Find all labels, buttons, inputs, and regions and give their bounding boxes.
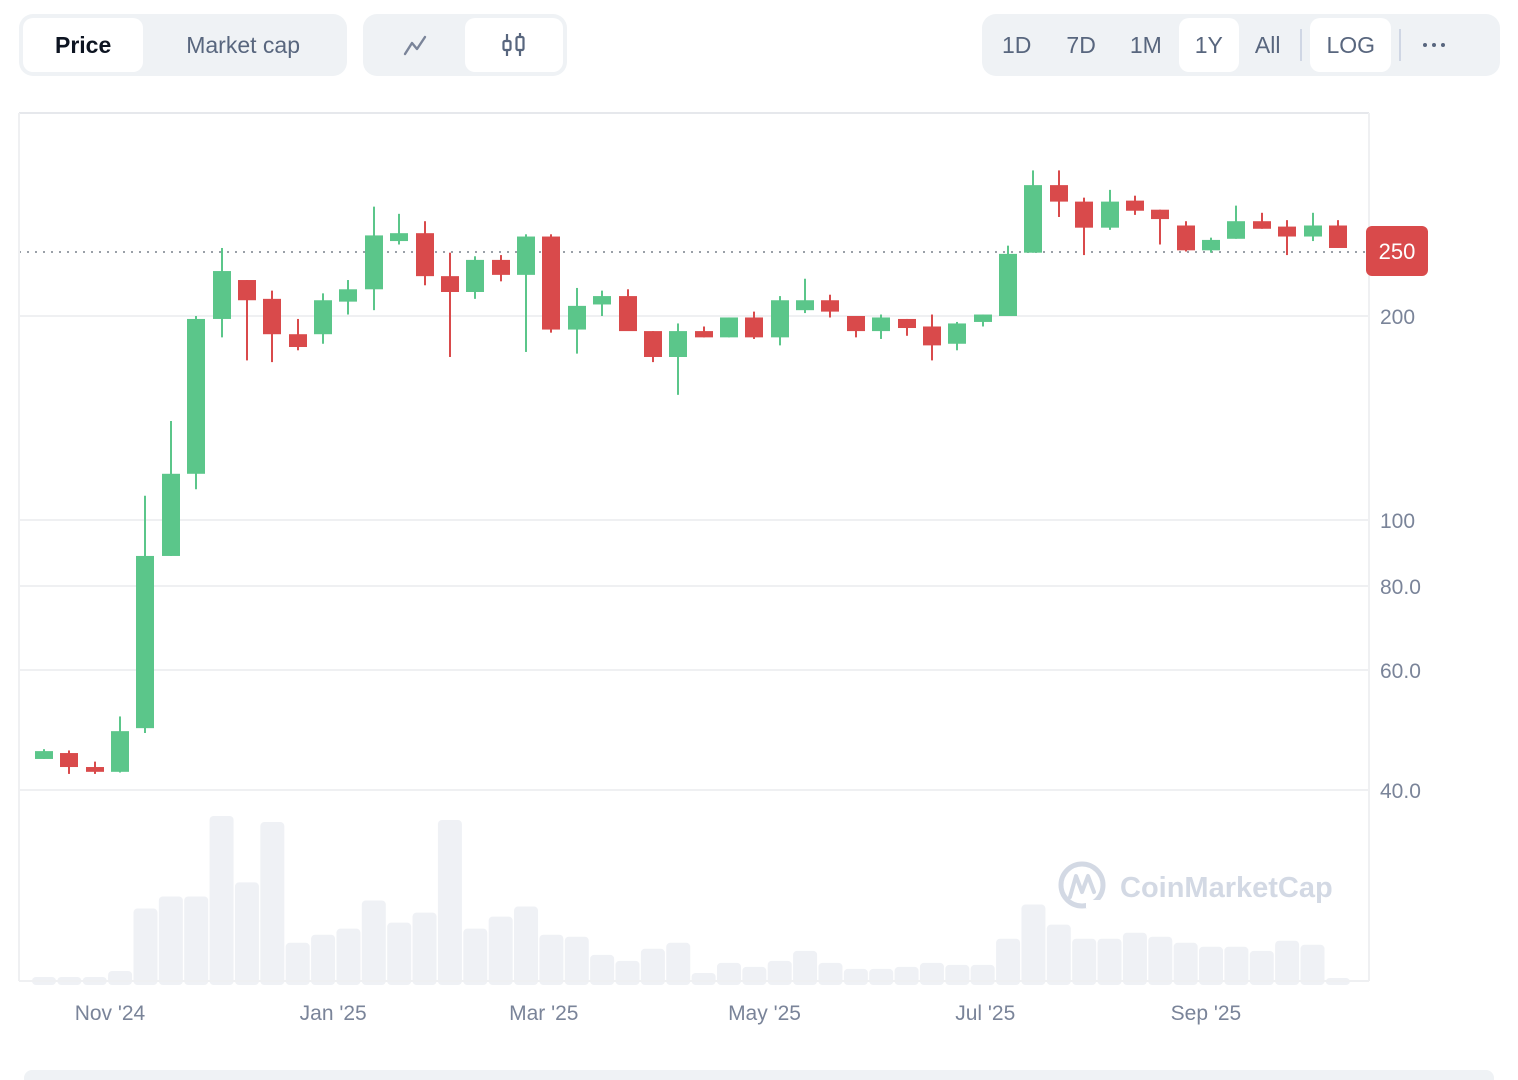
candle[interactable] [619, 296, 637, 332]
candle[interactable] [593, 296, 611, 305]
candle[interactable] [745, 317, 763, 338]
range-1d[interactable]: 1D [1002, 31, 1032, 58]
time-range-toggle: 1D 7D 1M 1Y All LOG [982, 14, 1500, 76]
candle[interactable] [720, 317, 738, 338]
candle[interactable] [644, 331, 662, 357]
more-horizontal-icon [1423, 43, 1428, 47]
log-scale-toggle[interactable]: LOG [1310, 18, 1392, 72]
current-price-badge: 250 [1366, 226, 1428, 276]
x-tick-label: Nov '24 [75, 1002, 146, 1025]
bottom-panel-edge [24, 1070, 1494, 1080]
price-type-toggle: Price Market cap [19, 14, 347, 76]
candle[interactable] [1050, 185, 1068, 202]
candlesticks [35, 170, 1347, 774]
x-tick-label: Sep '25 [1171, 1002, 1242, 1025]
divider [1399, 29, 1402, 61]
y-axis: 200 100 80.0 60.0 40.0 [1380, 306, 1421, 803]
chart-grid [19, 315, 1369, 791]
candle[interactable] [923, 326, 941, 346]
candle[interactable] [365, 235, 383, 290]
candle[interactable] [1278, 226, 1296, 237]
candle[interactable] [771, 300, 789, 338]
candlestick-icon [502, 33, 525, 56]
candle[interactable] [517, 236, 535, 275]
dot [1441, 43, 1446, 47]
x-tick-label: May '25 [728, 1002, 801, 1025]
range-1m[interactable]: 1M [1129, 31, 1162, 58]
candle[interactable] [999, 253, 1017, 316]
candle[interactable] [492, 259, 510, 275]
candle[interactable] [847, 316, 865, 332]
candle[interactable] [111, 731, 129, 772]
x-tick-label: Jul '25 [955, 1002, 1015, 1025]
current-price-label: 250 [1379, 239, 1416, 264]
tab-market-cap[interactable]: Market cap [186, 31, 300, 58]
candle[interactable] [542, 236, 560, 330]
candle[interactable] [1151, 209, 1169, 220]
candle[interactable] [1329, 225, 1347, 248]
candle[interactable] [238, 280, 256, 301]
candle[interactable] [1101, 201, 1119, 228]
candle[interactable] [1253, 221, 1271, 229]
divider [1300, 29, 1303, 61]
y-tick-label: 80.0 [1380, 576, 1421, 599]
candle[interactable] [35, 751, 53, 759]
candlestick-button[interactable] [465, 18, 563, 72]
dot [1432, 43, 1437, 47]
candle[interactable] [695, 331, 713, 338]
candle[interactable] [441, 276, 459, 292]
candle[interactable] [1024, 185, 1042, 253]
candle[interactable] [1075, 201, 1093, 228]
candle[interactable] [568, 305, 586, 330]
candle[interactable] [466, 259, 484, 292]
candle[interactable] [898, 318, 916, 329]
watermark: CoinMarketCap [1058, 861, 1333, 909]
candle[interactable] [136, 555, 154, 729]
candle[interactable] [872, 317, 890, 332]
x-tick-label: Jan '25 [300, 1002, 367, 1025]
y-tick-label: 60.0 [1380, 660, 1421, 683]
candle[interactable] [1177, 225, 1195, 251]
candle[interactable] [339, 289, 357, 302]
range-7d[interactable]: 7D [1066, 31, 1096, 58]
tab-price[interactable]: Price [23, 18, 144, 72]
y-tick-label: 40.0 [1380, 780, 1421, 803]
candle[interactable] [162, 473, 180, 556]
x-tick-label: Mar '25 [509, 1002, 578, 1025]
candle[interactable] [314, 300, 332, 335]
candle[interactable] [1202, 239, 1220, 251]
y-tick-label: 100 [1380, 510, 1415, 533]
candle[interactable] [948, 323, 966, 344]
candle[interactable] [796, 300, 814, 311]
range-1y[interactable]: 1Y [1178, 18, 1239, 72]
range-all[interactable]: All [1254, 31, 1281, 58]
candle[interactable] [289, 334, 307, 348]
candle[interactable] [821, 300, 839, 312]
watermark-text: CoinMarketCap [1120, 872, 1333, 904]
candle[interactable] [187, 318, 205, 474]
line-chart-button[interactable] [367, 18, 465, 72]
line-chart-icon [403, 35, 427, 56]
candle[interactable] [213, 271, 231, 319]
candle[interactable] [60, 753, 78, 768]
candle[interactable] [974, 314, 992, 322]
volume-bars [32, 816, 1350, 985]
y-tick-label: 200 [1380, 306, 1415, 329]
candle[interactable] [669, 331, 687, 357]
candle[interactable] [390, 233, 408, 242]
more-options-button[interactable] [1401, 18, 1467, 72]
candle[interactable] [1227, 221, 1245, 239]
candle[interactable] [1126, 200, 1144, 211]
candle[interactable] [263, 298, 281, 335]
candle[interactable] [416, 233, 434, 277]
candle[interactable] [86, 767, 104, 772]
chart-style-toggle [363, 14, 567, 76]
candle[interactable] [1304, 225, 1322, 237]
x-axis: Nov '24 Jan '25 Mar '25 May '25 Jul '25 Sep '… [75, 1002, 1242, 1025]
